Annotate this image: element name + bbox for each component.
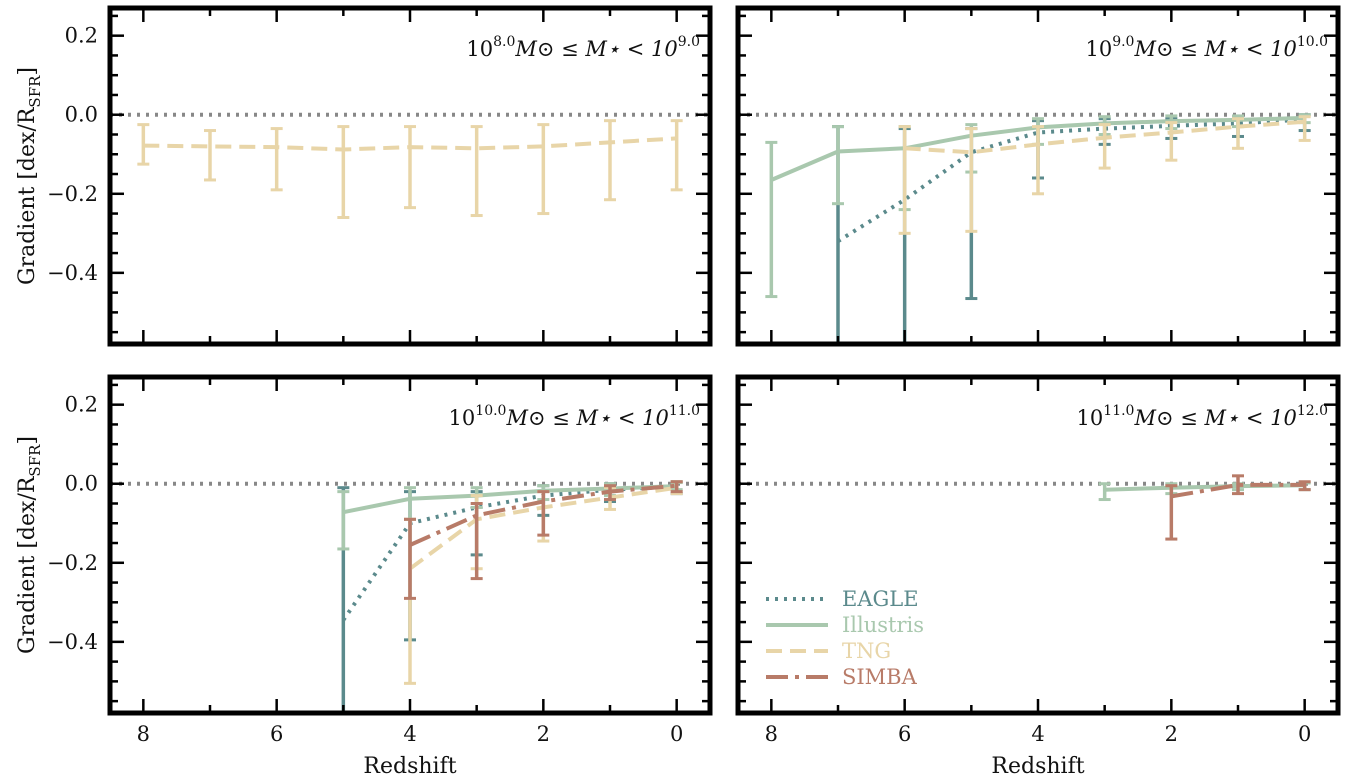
data-area (765, 113, 1311, 344)
series-tng (137, 119, 683, 220)
y-tick-label: 0.0 (65, 103, 98, 127)
x-tick-label: 0 (1298, 722, 1311, 746)
y-axis-title: Gradient [dex/RSFR] (15, 436, 44, 654)
y-tick-label: 0.0 (65, 472, 98, 496)
data-area (337, 480, 683, 713)
line-simba (1170, 482, 1305, 499)
y-tick-label: 0.2 (65, 24, 98, 48)
x-tick-label: 4 (1031, 722, 1044, 746)
series-simba (1165, 474, 1311, 541)
legend-item-eagle: EAGLE (766, 587, 919, 611)
series-simba (404, 480, 683, 600)
line-eagle (836, 117, 1305, 243)
panel-4: 8 6 4 2 0 Redshift 1011.0M⊙ ≤ M⋆ < 1012.0 (735, 374, 1341, 779)
x-axis-title: Redshift (991, 754, 1084, 779)
x-tick-label: 2 (1165, 722, 1178, 746)
x-tick-label: 2 (537, 722, 550, 746)
legend-label: SIMBA (842, 665, 918, 689)
data-area (137, 119, 683, 220)
series-illustris (1098, 481, 1311, 502)
x-tick-label: 6 (898, 722, 911, 746)
mass-bin-title: 109.0M⊙ ≤ M⋆ < 1010.0 (1085, 34, 1328, 61)
x-axis-title: Redshift (363, 754, 456, 779)
y-tick-label: −0.4 (47, 630, 98, 654)
data-area (1098, 474, 1311, 541)
mass-bin-title: 1010.0M⊙ ≤ M⋆ < 1011.0 (449, 403, 700, 430)
series-eagle (337, 480, 683, 713)
legend-label: EAGLE (842, 587, 919, 611)
y-axis-title: Gradient [dex/RSFR] (15, 67, 44, 285)
legend-label: TNG (842, 639, 891, 663)
y-tick-label: −0.2 (47, 182, 98, 206)
legend-label: Illustris (842, 613, 924, 637)
y-tick-label: −0.2 (47, 551, 98, 575)
panel-frame (107, 374, 713, 716)
line-tng (143, 136, 677, 152)
legend-item-tng: TNG (766, 639, 891, 663)
mass-bin-title: 1011.0M⊙ ≤ M⋆ < 1012.0 (1077, 403, 1328, 430)
y-tick-label: 0.2 (65, 393, 98, 417)
panel-frame (735, 374, 1341, 716)
x-tick-label: 8 (137, 722, 150, 746)
line-simba (409, 483, 677, 547)
legend-item-simba: SIMBA (766, 665, 918, 689)
line-eagle (341, 484, 677, 622)
panel-frame (107, 5, 713, 347)
mass-bin-title: 108.0M⊙ ≤ M⋆ < 109.0 (466, 34, 700, 61)
series-tng (898, 115, 1311, 235)
series-illustris (337, 481, 683, 551)
panel-2: 109.0M⊙ ≤ M⋆ < 1010.0 (735, 5, 1341, 347)
x-tick-label: 6 (270, 722, 283, 746)
line-illustris (1104, 483, 1305, 492)
x-tick-label: 4 (403, 722, 416, 746)
legend-item-illustris: Illustris (766, 613, 924, 637)
line-illustris (342, 484, 677, 515)
x-tick-label: 8 (765, 722, 778, 746)
line-tng (904, 119, 1305, 155)
x-tick-label: 0 (670, 722, 683, 746)
y-tick-label: −0.4 (47, 261, 98, 285)
panel-frame (735, 5, 1341, 347)
